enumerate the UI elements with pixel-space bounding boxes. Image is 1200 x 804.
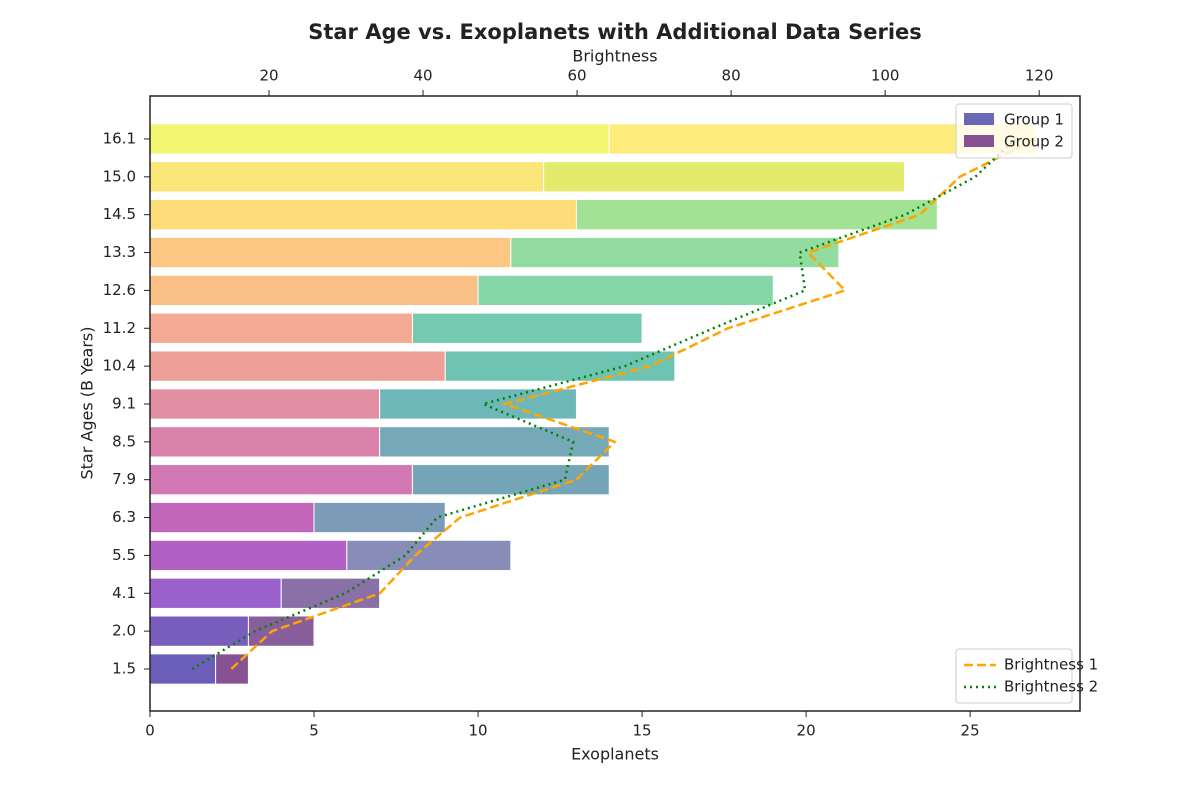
bar: [543, 161, 905, 193]
legend-label: Group 2: [1004, 133, 1064, 151]
bar: [411, 312, 643, 344]
x-tick-label: 0: [145, 722, 155, 740]
bar: [149, 539, 348, 572]
x-tick-label: 5: [309, 722, 319, 740]
y-tick-label: 2.0: [112, 622, 136, 640]
x2-tick-label: 40: [413, 67, 432, 85]
bar: [149, 199, 577, 231]
chart-title: Star Age vs. Exoplanets with Additional …: [308, 20, 922, 44]
bar: [313, 501, 446, 534]
x2-tick-label: 60: [568, 67, 587, 85]
y-tick-label: 16.1: [103, 129, 136, 147]
y-tick-label: 13.3: [103, 243, 136, 261]
x-tick-label: 15: [633, 722, 652, 740]
bar: [149, 312, 413, 344]
bar: [149, 161, 545, 193]
y-tick-label: 14.5: [103, 205, 136, 223]
y-axis-label: Star Ages (B Years): [78, 326, 97, 479]
bar: [149, 653, 217, 685]
y-tick-label: 15.0: [103, 167, 136, 185]
x-tick-label: 10: [468, 722, 487, 740]
x2-tick-label: 120: [1025, 67, 1054, 85]
bar: [477, 274, 774, 307]
bar: [247, 615, 315, 647]
y-tick-label: 4.1: [112, 584, 136, 602]
y-tick-label: 5.5: [112, 546, 136, 564]
x2-axis-label: Brightness: [572, 47, 657, 66]
bar: [280, 577, 381, 609]
legend-swatch: [964, 135, 994, 147]
legend-label: Brightness 1: [1004, 656, 1098, 674]
bar: [379, 426, 610, 458]
bar: [149, 274, 479, 307]
x-axis-label: Exoplanets: [571, 745, 659, 764]
bar: [444, 350, 676, 382]
legend-box: [955, 648, 1073, 704]
y-tick-label: 8.5: [112, 432, 136, 450]
y-tick-label: 6.3: [112, 508, 136, 526]
x-tick-label: 20: [797, 722, 816, 740]
bar: [149, 388, 381, 420]
x2-tick-label: 20: [259, 67, 278, 85]
bar: [149, 123, 610, 155]
bar: [149, 350, 446, 382]
line-series: [230, 137, 1036, 670]
bar: [149, 615, 249, 647]
bar: [149, 577, 282, 609]
bar: [149, 426, 381, 458]
y-tick-label: 1.5: [112, 660, 136, 678]
y-tick-label: 11.2: [103, 319, 136, 337]
bar: [149, 236, 512, 269]
y-tick-label: 9.1: [112, 394, 136, 412]
legend-label: Group 1: [1004, 111, 1064, 129]
bar: [149, 464, 413, 496]
x-tick-label: 25: [961, 722, 980, 740]
bar: [411, 464, 610, 496]
legend-label: Brightness 2: [1004, 678, 1098, 696]
y-tick-label: 7.9: [112, 470, 136, 488]
y-tick-label: 10.4: [103, 357, 136, 375]
x2-tick-label: 100: [871, 67, 900, 85]
bar: [510, 236, 840, 269]
x2-tick-label: 80: [722, 67, 741, 85]
bar: [575, 199, 938, 231]
legend-swatch: [964, 113, 994, 125]
bar: [149, 501, 315, 534]
y-tick-label: 12.6: [103, 281, 136, 299]
